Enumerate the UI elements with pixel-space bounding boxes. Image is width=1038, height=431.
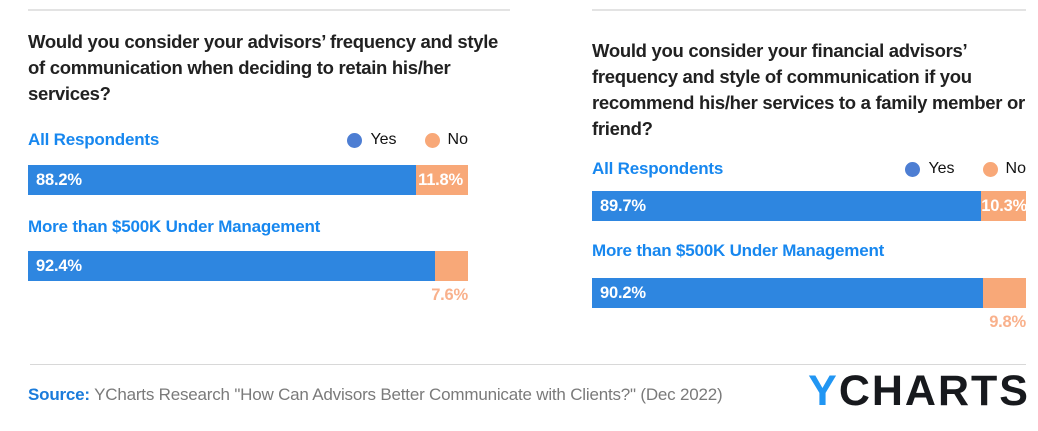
bar-value-no-below: 9.8% — [989, 313, 1026, 331]
legend-yes-label: Yes — [928, 160, 955, 177]
group-label: More than $500K Under Management — [28, 217, 321, 236]
source-line: Source: YCharts Research "How Can Adviso… — [28, 385, 723, 405]
bar-segment-no — [983, 278, 1026, 308]
legend-no-label: No — [447, 131, 468, 148]
legend-yes-label: Yes — [370, 131, 397, 148]
bar-value-yes: 89.7% — [600, 196, 646, 215]
chart-body: All Respondents Yes No 88.2% — [28, 130, 468, 305]
group-label: All Respondents — [28, 130, 160, 149]
group-label: All Respondents — [592, 159, 724, 178]
legend-item-yes: Yes — [905, 160, 955, 178]
legend-yes-dot-icon — [905, 161, 921, 177]
group-header-row: All Respondents Yes No — [592, 159, 1026, 179]
legend-no-label: No — [1005, 160, 1026, 177]
legend: Yes No — [347, 131, 468, 149]
chart-body: All Respondents Yes No 89.7% — [592, 159, 1026, 332]
bar-segment-no: 11.8% — [416, 165, 468, 195]
chart-title: Would you consider your advisors’ freque… — [28, 31, 499, 104]
footer-divider — [30, 364, 1026, 365]
legend-no-dot-icon — [424, 132, 440, 148]
top-divider — [28, 9, 510, 11]
legend-yes-dot-icon — [347, 132, 363, 148]
legend-item-no: No — [424, 131, 468, 149]
legend-no-dot-icon — [982, 161, 998, 177]
top-divider — [592, 9, 1026, 11]
bar-segment-yes: 89.7% — [592, 191, 982, 221]
stacked-bar: 88.2% 11.8% — [28, 165, 468, 195]
ycharts-logo: YCHARTS — [808, 370, 1030, 413]
group-header-row: All Respondents Yes No — [28, 130, 468, 150]
bar-segment-yes: 90.2% — [592, 278, 984, 308]
stacked-bar: 89.7% 10.3% — [592, 191, 1026, 221]
source-label: Source: — [28, 385, 90, 404]
legend-item-no: No — [982, 160, 1026, 178]
group-label: More than $500K Under Management — [592, 241, 885, 260]
bar-value-yes: 88.2% — [36, 170, 82, 189]
bar-value-no: 10.3% — [981, 196, 1026, 215]
source-text: YCharts Research "How Can Advisors Bette… — [89, 385, 723, 404]
bar-value-no-below: 7.6% — [431, 286, 468, 304]
bar-value-no: 11.8% — [418, 170, 463, 189]
chart-left: Would you consider your advisors’ freque… — [28, 9, 510, 305]
legend-item-yes: Yes — [347, 131, 397, 149]
chart-title: Would you consider your financial adviso… — [592, 40, 1025, 139]
bar-value-yes: 90.2% — [600, 283, 646, 302]
logo-letters-charts: CHARTS — [838, 367, 1030, 415]
bar-segment-no: 10.3% — [981, 191, 1026, 221]
stacked-bar: 92.4% — [28, 251, 468, 281]
chart-right: Would you consider your financial adviso… — [592, 9, 1026, 332]
stacked-bar: 90.2% — [592, 278, 1026, 308]
bar-segment-yes: 88.2% — [28, 165, 417, 195]
legend: Yes No — [905, 160, 1026, 178]
bar-value-yes: 92.4% — [36, 256, 82, 275]
bar-segment-no — [434, 251, 468, 281]
logo-letter-y: Y — [808, 367, 839, 415]
bar-segment-yes: 92.4% — [28, 251, 435, 281]
